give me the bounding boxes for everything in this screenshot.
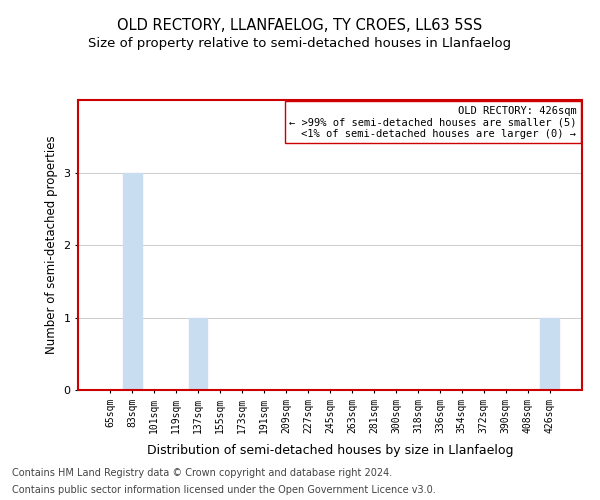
- X-axis label: Distribution of semi-detached houses by size in Llanfaelog: Distribution of semi-detached houses by …: [147, 444, 513, 457]
- Text: OLD RECTORY, LLANFAELOG, TY CROES, LL63 5SS: OLD RECTORY, LLANFAELOG, TY CROES, LL63 …: [118, 18, 482, 32]
- Text: Contains HM Land Registry data © Crown copyright and database right 2024.: Contains HM Land Registry data © Crown c…: [12, 468, 392, 477]
- Text: Contains public sector information licensed under the Open Government Licence v3: Contains public sector information licen…: [12, 485, 436, 495]
- Bar: [123, 172, 142, 390]
- Text: Size of property relative to semi-detached houses in Llanfaelog: Size of property relative to semi-detach…: [88, 38, 512, 51]
- Text: OLD RECTORY: 426sqm
← >99% of semi-detached houses are smaller (5)
<1% of semi-d: OLD RECTORY: 426sqm ← >99% of semi-detac…: [289, 106, 577, 139]
- Bar: [541, 318, 559, 390]
- Y-axis label: Number of semi-detached properties: Number of semi-detached properties: [44, 136, 58, 354]
- Bar: [189, 318, 208, 390]
